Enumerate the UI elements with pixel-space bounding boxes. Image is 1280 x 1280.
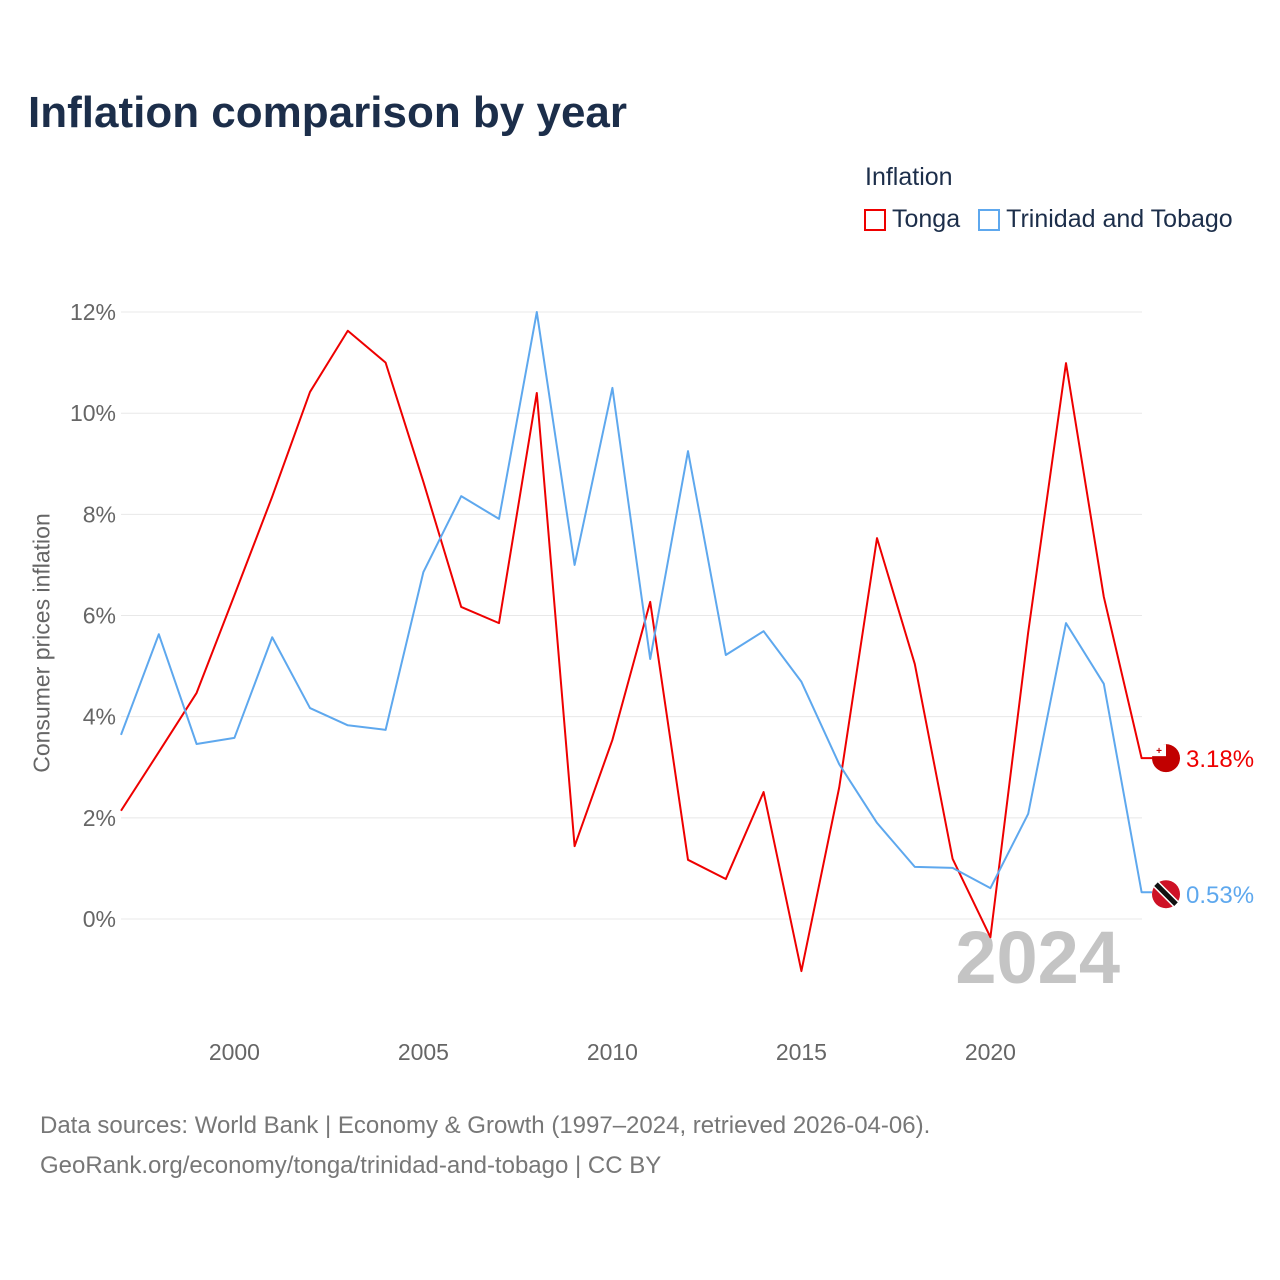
data-point [308,706,313,711]
legend-item-trinidad[interactable]: Trinidad and Tobago [978,205,1233,234]
tonga-flag-cross: + [1156,746,1162,757]
data-point [270,494,275,499]
data-point [723,877,728,882]
data-point [837,785,842,790]
data-point [1139,756,1144,761]
data-point [950,856,955,861]
data-point [912,662,917,667]
data-point [1101,681,1106,686]
data-point [497,516,502,521]
legend-swatch-tonga [864,208,886,231]
data-point [648,599,653,604]
data-point [799,679,804,684]
end-value-label: 3.18% [1186,746,1254,773]
data-point [1026,811,1031,816]
tonga-flag-canton [1152,744,1166,757]
data-point [761,629,766,634]
data-point [648,657,653,662]
series-line-tonga [120,329,1152,973]
data-point [912,864,917,869]
end-value-label: 0.53% [1186,882,1254,909]
data-point [799,969,804,974]
data-point [950,865,955,870]
data-point [1101,594,1106,599]
y-tick-label: 4% [83,704,116,730]
trinidad-flag-black-band [1154,882,1178,906]
data-point [194,690,199,695]
data-point [534,390,539,395]
y-tick-label: 0% [83,906,116,932]
data-point [572,562,577,567]
data-point [988,935,993,940]
data-point [1064,621,1069,626]
data-point [194,741,199,746]
data-point [119,808,124,813]
legend: Tonga Trinidad and Tobago [864,205,1233,234]
data-point [1026,630,1031,635]
data-point [1064,361,1069,366]
series-line-trinidad [120,311,1152,894]
legend-label-trinidad: Trinidad and Tobago [1006,205,1233,233]
y-tick-label: 12% [70,299,116,325]
data-point [232,593,237,598]
data-point [232,735,237,740]
data-point [421,570,426,575]
data-point [761,790,766,795]
data-point [686,857,691,862]
data-point [156,750,161,755]
data-point [875,820,880,825]
x-tick-label: 2010 [587,1039,638,1065]
data-point [383,360,388,365]
y-tick-label: 10% [70,400,116,426]
data-point [988,886,993,891]
x-tick-label: 2020 [965,1039,1016,1065]
data-point [119,732,124,737]
legend-item-tonga[interactable]: Tonga [864,205,960,234]
data-point [610,385,615,390]
data-point [156,632,161,637]
y-tick-label: 6% [83,603,116,629]
data-point [837,762,842,767]
data-point [610,737,615,742]
data-point [308,389,313,394]
y-tick-label: 8% [83,501,116,527]
source-line-1: Data sources: World Bank | Economy & Gro… [40,1112,931,1139]
data-point [572,844,577,849]
source-note: Data sources: World Bank | Economy & Gro… [40,1106,930,1186]
legend-swatch-trinidad [978,208,1001,231]
data-point [534,310,539,315]
data-point [497,621,502,626]
source-line-2[interactable]: GeoRank.org/economy/tonga/trinidad-and-t… [40,1152,662,1179]
data-point [345,723,350,728]
legend-title: Inflation [865,163,953,191]
x-tick-label: 2015 [776,1039,827,1065]
legend-label-tonga: Tonga [892,205,961,233]
data-point [345,328,350,333]
y-tick-label: 2% [83,805,116,831]
data-point [421,479,426,484]
x-tick-label: 2005 [398,1039,449,1065]
data-point [383,727,388,732]
data-point [875,536,880,541]
data-point [723,652,728,657]
data-point [459,494,464,499]
data-point [459,604,464,609]
x-tick-label: 2000 [209,1039,260,1065]
data-point [270,635,275,640]
year-watermark: 2024 [955,916,1120,999]
data-point [1139,890,1144,895]
chart-title: Inflation comparison by year [28,88,628,137]
data-point [686,449,691,454]
